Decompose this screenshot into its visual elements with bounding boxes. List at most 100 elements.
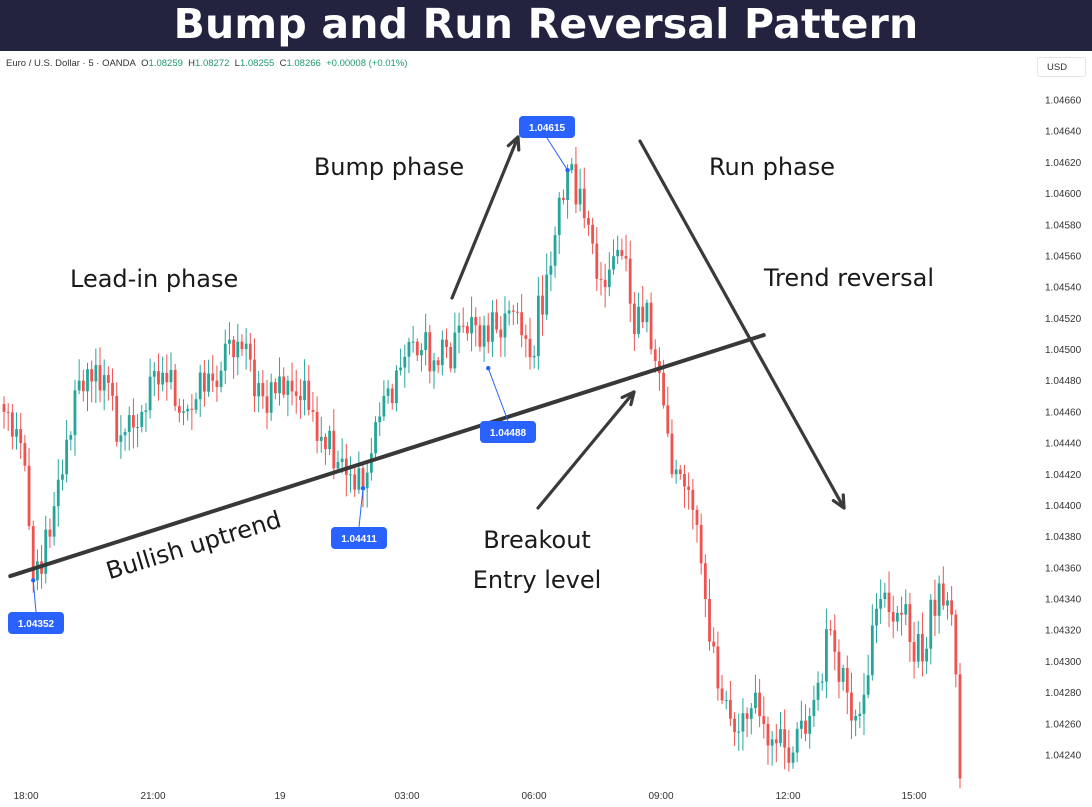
- candle-body: [90, 369, 94, 382]
- candle-body: [261, 383, 265, 397]
- candle-body: [411, 341, 415, 343]
- candle-body: [294, 391, 298, 396]
- trend-line: [8, 333, 766, 579]
- candle-body: [950, 600, 954, 615]
- candle-body: [207, 373, 210, 392]
- price-label-box: [331, 527, 387, 549]
- x-tick-label: 19: [274, 791, 286, 802]
- candle-body: [228, 339, 231, 344]
- candle-body: [432, 360, 436, 372]
- candle-body: [278, 376, 281, 394]
- arrows-layer: [450, 135, 846, 510]
- candle-body: [858, 713, 862, 717]
- price-label-leader: [546, 137, 569, 171]
- annotation-breakout: Breakout: [483, 526, 591, 554]
- price-label: 1.04411: [331, 486, 387, 549]
- candle-body: [699, 524, 703, 564]
- price-label-text: 1.04488: [490, 428, 527, 439]
- candle-body: [369, 453, 373, 473]
- candle-body: [866, 675, 870, 695]
- y-tick-label: 1.04660: [1045, 96, 1082, 107]
- y-tick-label: 1.04480: [1045, 376, 1082, 387]
- x-tick-label: 18:00: [13, 791, 38, 802]
- candle-body: [808, 716, 812, 734]
- candle-body: [265, 396, 269, 413]
- candle-body: [69, 435, 73, 440]
- candle-body: [829, 629, 832, 631]
- candle-body: [850, 692, 853, 721]
- candle-body: [23, 443, 27, 466]
- candle-body: [253, 359, 256, 397]
- candle-body: [770, 739, 774, 746]
- currency-selector[interactable]: USD: [1037, 57, 1086, 77]
- candle-body: [812, 699, 816, 717]
- candle-body: [875, 608, 878, 626]
- arrow-shaft: [536, 390, 636, 510]
- candle-body: [461, 325, 465, 327]
- candle-body: [257, 383, 261, 397]
- candle-body: [132, 415, 135, 428]
- price-labels-layer: 1.04352 1.04411 1.04488 1.04615: [8, 116, 575, 634]
- candle-body: [470, 317, 473, 334]
- candle-body: [516, 311, 519, 313]
- candle-body: [98, 365, 102, 391]
- candle-body: [674, 469, 678, 475]
- candle-body: [833, 630, 837, 652]
- candle-body: [724, 699, 728, 701]
- candle-body: [282, 376, 286, 395]
- candle-body: [741, 713, 745, 732]
- candle-body: [582, 188, 586, 219]
- candle-body: [603, 279, 607, 288]
- arrow-head: [831, 493, 846, 510]
- candle-body: [929, 599, 933, 649]
- candle-body: [19, 429, 23, 444]
- candle-body: [495, 312, 499, 330]
- candle-body: [215, 380, 219, 388]
- candle-body: [870, 625, 874, 676]
- candle-body: [311, 409, 315, 412]
- candle-body: [532, 356, 536, 358]
- candle-body: [407, 341, 411, 357]
- candle-body: [186, 408, 190, 412]
- x-tick-label: 09:00: [648, 791, 673, 802]
- candle-body: [954, 614, 958, 675]
- candle-body: [783, 729, 787, 748]
- candle-body: [900, 612, 903, 615]
- candle-body: [587, 218, 590, 225]
- candle-body: [653, 349, 657, 362]
- candle-body: [511, 310, 515, 312]
- candle-body: [198, 372, 202, 400]
- page-title: Bump and Run Reversal Pattern: [173, 0, 919, 48]
- candle-body: [161, 372, 165, 385]
- candle-body: [553, 235, 557, 266]
- candle-body: [390, 388, 394, 404]
- candle-body: [958, 674, 962, 779]
- candle-body: [816, 682, 820, 700]
- candle-body: [286, 380, 290, 395]
- candle-body: [545, 274, 549, 315]
- candle-body: [148, 376, 152, 411]
- candle-body: [236, 341, 240, 358]
- candle-body: [223, 343, 227, 371]
- candle-body: [616, 249, 620, 257]
- candle-body: [678, 469, 682, 475]
- candle-body: [904, 604, 908, 615]
- annotation-run: Run phase: [709, 153, 835, 181]
- y-tick-label: 1.04240: [1045, 750, 1082, 761]
- candle-body: [290, 380, 294, 392]
- candle-body: [219, 370, 223, 388]
- candle-body: [749, 708, 753, 719]
- candle-body: [2, 404, 6, 412]
- candle-body: [403, 356, 407, 368]
- candle-body: [591, 224, 595, 244]
- candle-body: [445, 339, 448, 347]
- price-label-dot: [486, 366, 491, 371]
- candle-body: [478, 325, 482, 347]
- symbol-name: Euro / U.S. Dollar · 5 · OANDA: [6, 58, 136, 69]
- candle-body: [10, 412, 14, 437]
- price-label-dot: [360, 486, 366, 491]
- candle-body: [194, 399, 198, 410]
- ohlc-close-value: 1.08266: [286, 58, 321, 69]
- candle-body: [624, 255, 628, 259]
- candle-body: [641, 306, 645, 323]
